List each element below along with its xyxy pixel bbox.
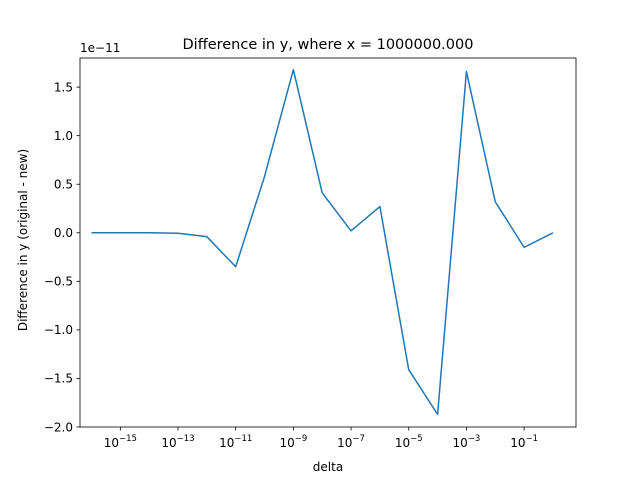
x-tick-label: 10−5: [395, 434, 423, 450]
y-tick-label: 0.0: [54, 226, 73, 240]
chart-title: Difference in y, where x = 1000000.000: [183, 37, 474, 53]
y-tick-label: 1.5: [54, 80, 73, 94]
x-tick-label: 10−13: [161, 434, 194, 450]
y-tick-label: −1.5: [44, 372, 73, 386]
x-tick-label: 10−15: [104, 434, 137, 450]
plot-area: 10−15 10−13 10−11 10−9 10−7 10−5 10−3 10−1 1.5 1.…: [44, 57, 577, 450]
y-axis-label: Difference in y (original - new): [16, 149, 30, 331]
y-tick-label: −0.5: [44, 275, 73, 289]
y-tick-label: −2.0: [44, 420, 73, 434]
x-tick-label: 10−9: [279, 434, 307, 450]
x-tick-label: 10−3: [453, 434, 481, 450]
series-line-0: [91, 68, 554, 416]
y-offset-text: 1e−11: [80, 41, 120, 55]
y-tick-label: 1.0: [54, 129, 73, 143]
y-tick-label: −1.0: [44, 323, 73, 337]
y-tick-label: 0.5: [54, 178, 73, 192]
x-tick-label: 10−1: [510, 434, 538, 450]
x-axis-label: delta: [313, 460, 343, 474]
x-tick-label: 10−11: [219, 434, 252, 450]
x-tick-label: 10−7: [337, 434, 365, 450]
axes-frame: [79, 57, 577, 428]
